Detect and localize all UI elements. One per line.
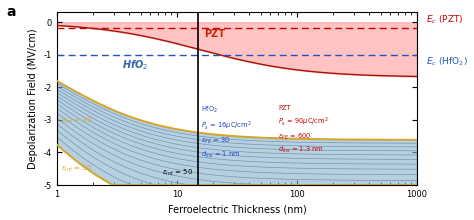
Text: $\varepsilon_{int}$ = 50: $\varepsilon_{int}$ = 50 xyxy=(61,163,92,174)
Text: $E_c$ (PZT): $E_c$ (PZT) xyxy=(427,13,464,26)
Y-axis label: Depolarization Field (MV/cm): Depolarization Field (MV/cm) xyxy=(28,28,38,169)
Text: HfO$_2$
$P_s$ = 16$\mu$C/cm$^2$
$\varepsilon_{FE}$ = 30
$d_{ins}$ = 1 nm: HfO$_2$ $P_s$ = 16$\mu$C/cm$^2$ $\vareps… xyxy=(201,105,252,160)
Text: PZT: PZT xyxy=(205,29,226,39)
X-axis label: Ferroelectric Thickness (nm): Ferroelectric Thickness (nm) xyxy=(167,204,306,214)
Text: $\varepsilon_{int}$ = 50: $\varepsilon_{int}$ = 50 xyxy=(162,168,193,178)
Text: HfO$_2$: HfO$_2$ xyxy=(122,58,148,72)
Text: a: a xyxy=(7,6,16,19)
Text: $\varepsilon_{int}$ = 30: $\varepsilon_{int}$ = 30 xyxy=(61,116,92,126)
Text: $E_c$ (HfO$_2$): $E_c$ (HfO$_2$) xyxy=(427,56,468,68)
Text: PZT
$P_s$ = 90$\mu$C/cm$^2$
$\varepsilon_{FE}$ = 600
$d_{ins}$ = 1.3 nm: PZT $P_s$ = 90$\mu$C/cm$^2$ $\varepsilon… xyxy=(278,105,329,156)
